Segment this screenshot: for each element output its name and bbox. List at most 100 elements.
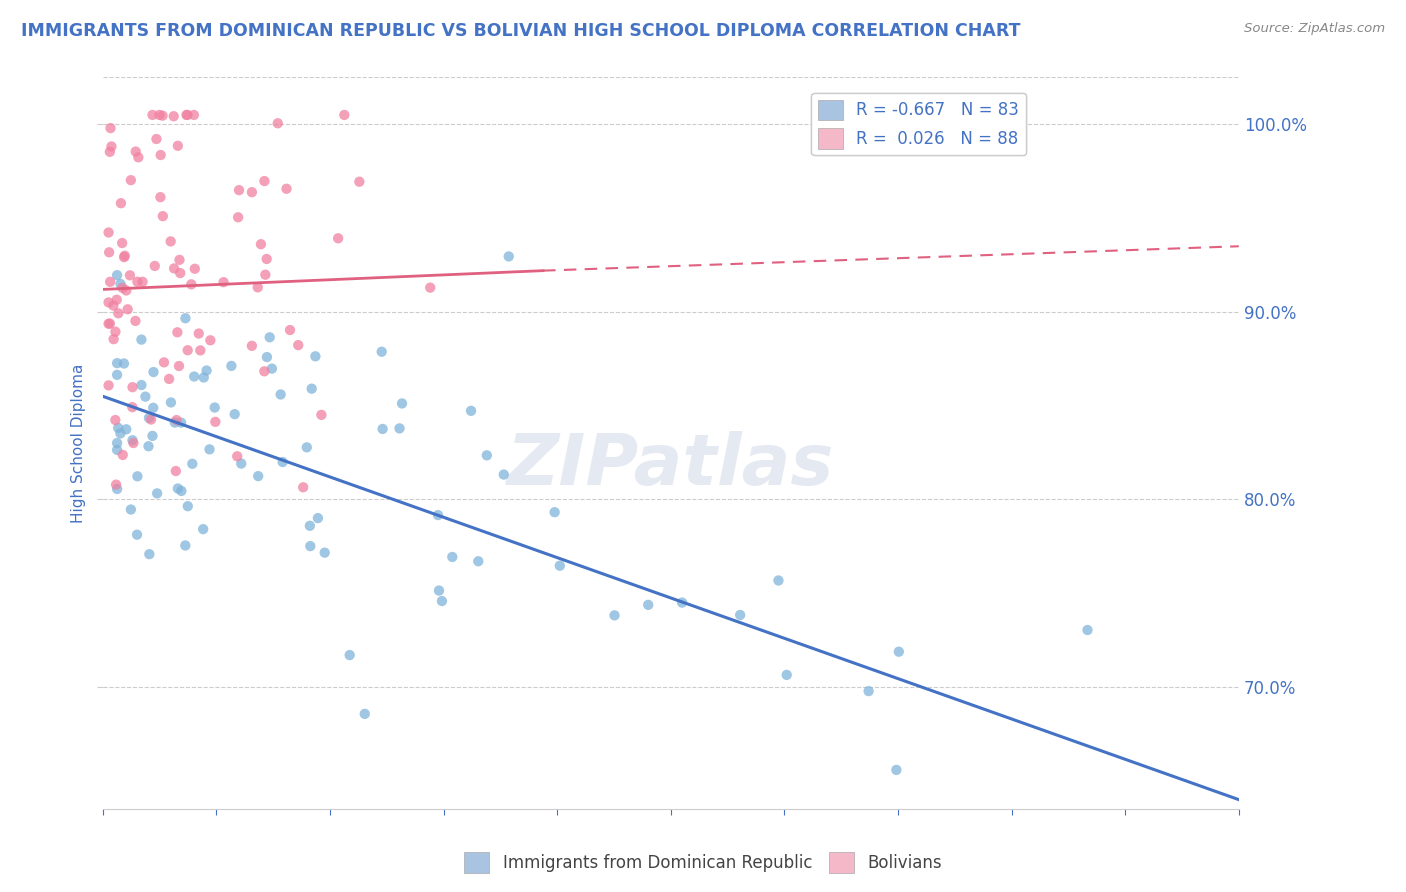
Point [142, 365, 165, 379]
Point [328, 231, 350, 245]
Point [104, 413, 127, 427]
Point [221, 359, 243, 373]
Point [97, 378, 120, 392]
Point [231, 457, 253, 471]
Point [195, 363, 218, 377]
Point [103, 299, 125, 313]
Point [110, 277, 132, 291]
Point [105, 442, 128, 457]
Point [427, 508, 450, 522]
Point [299, 539, 322, 553]
Point [105, 268, 128, 282]
Point [166, 413, 188, 427]
Point [120, 502, 142, 516]
Point [256, 350, 278, 364]
Point [105, 293, 128, 307]
Point [169, 252, 191, 267]
Point [127, 150, 149, 164]
Point [226, 450, 249, 464]
Point [149, 190, 172, 204]
Point [603, 608, 626, 623]
Point [121, 400, 143, 414]
Point [419, 280, 441, 294]
Point [353, 706, 375, 721]
Point [97, 295, 120, 310]
Legend: R = -0.667   N = 83, R =  0.026   N = 88: R = -0.667 N = 83, R = 0.026 N = 88 [811, 93, 1026, 155]
Point [97, 317, 120, 331]
Point [388, 421, 411, 435]
Point [430, 594, 453, 608]
Point [134, 390, 156, 404]
Point [254, 268, 277, 282]
Point [333, 108, 356, 122]
Point [271, 455, 294, 469]
Point [125, 145, 148, 159]
Point [166, 326, 188, 340]
Point [139, 412, 162, 426]
Point [115, 422, 138, 436]
Point [180, 277, 202, 292]
Point [112, 250, 135, 264]
Point [370, 344, 392, 359]
Point [391, 396, 413, 410]
Point [110, 196, 132, 211]
Point [492, 467, 515, 482]
Point [98, 145, 121, 159]
Point [125, 527, 148, 541]
Point [105, 482, 128, 496]
Point [145, 132, 167, 146]
Point [200, 334, 222, 348]
Point [131, 378, 153, 392]
Point [198, 442, 221, 457]
Point [148, 108, 170, 122]
Point [111, 448, 134, 462]
Point [143, 259, 166, 273]
Point [98, 275, 121, 289]
Point [224, 407, 246, 421]
Point [127, 275, 149, 289]
Point [460, 404, 482, 418]
Point [131, 275, 153, 289]
Point [157, 372, 180, 386]
Point [858, 684, 880, 698]
Point [149, 148, 172, 162]
Point [204, 415, 226, 429]
Point [170, 416, 193, 430]
Point [163, 261, 186, 276]
Point [212, 275, 235, 289]
Point [160, 395, 183, 409]
Point [177, 499, 200, 513]
Text: ZIPatlas: ZIPatlas [508, 431, 835, 500]
Point [166, 482, 188, 496]
Point [165, 464, 187, 478]
Point [548, 558, 571, 573]
Point [152, 109, 174, 123]
Point [295, 441, 318, 455]
Point [270, 387, 292, 401]
Point [174, 311, 197, 326]
Point [240, 185, 263, 199]
Point [441, 549, 464, 564]
Point [301, 382, 323, 396]
Point [187, 326, 209, 341]
Point [183, 108, 205, 122]
Y-axis label: High School Diploma: High School Diploma [72, 364, 86, 523]
Point [240, 339, 263, 353]
Point [127, 469, 149, 483]
Point [170, 483, 193, 498]
Point [637, 598, 659, 612]
Point [98, 317, 121, 331]
Point [228, 183, 250, 197]
Point [141, 108, 163, 122]
Point [152, 209, 174, 223]
Point [114, 249, 136, 263]
Point [166, 138, 188, 153]
Point [105, 436, 128, 450]
Point [118, 268, 141, 283]
Point [467, 554, 489, 568]
Point [146, 486, 169, 500]
Point [100, 121, 122, 136]
Legend: Immigrants from Dominican Republic, Bolivians: Immigrants from Dominican Republic, Boli… [457, 846, 949, 880]
Point [103, 332, 125, 346]
Point [174, 539, 197, 553]
